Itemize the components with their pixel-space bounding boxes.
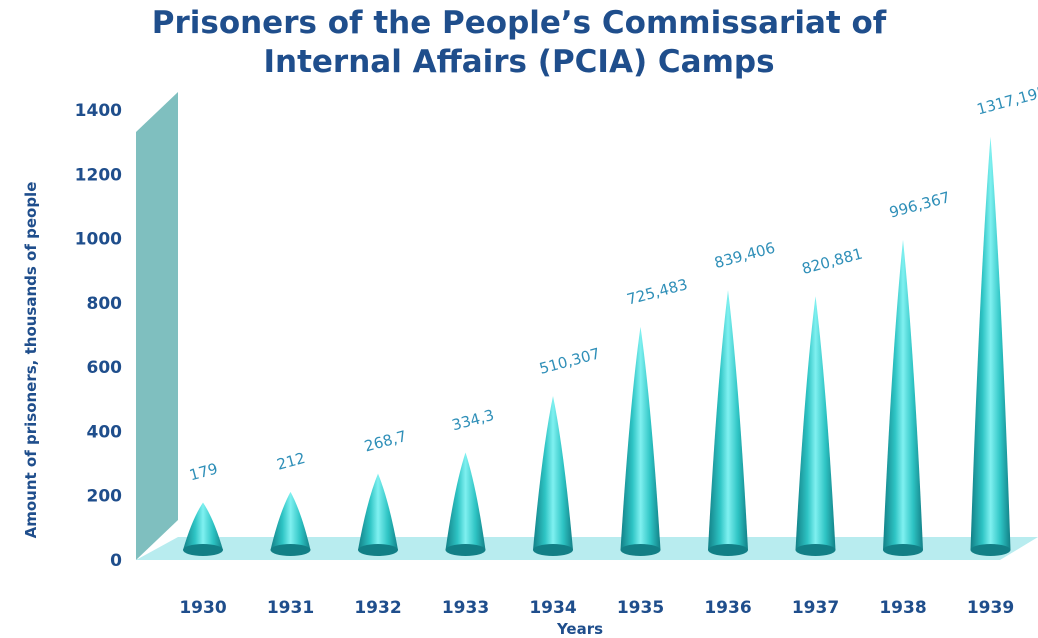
y-tick-label: 1200 (75, 165, 122, 185)
bar-cone (270, 491, 311, 550)
bar-cone (708, 290, 748, 550)
data-label: 839,406 (712, 239, 777, 272)
bar-cone (795, 296, 836, 550)
bar-cone-base (620, 544, 661, 556)
x-tick-label: 1934 (529, 598, 576, 618)
y-tick-label: 200 (87, 487, 123, 507)
y-tick-label: 0 (110, 551, 122, 571)
data-label: 725,483 (625, 275, 690, 308)
y-axis-label: Amount of prisoners, thousands of people (22, 182, 40, 539)
x-tick-label: 1930 (179, 598, 226, 618)
bar-cone-base (270, 544, 311, 556)
y-tick-label: 1400 (75, 101, 122, 121)
data-label: 996,367 (887, 188, 952, 221)
bar-cone (883, 239, 923, 550)
bar-cone-base (183, 544, 223, 556)
x-tick-label: 1932 (354, 598, 401, 618)
chart-title-line-1: Prisoners of the People’s Commissariat o… (151, 5, 887, 41)
x-tick-label: 1936 (704, 598, 751, 618)
bar-cone-base (445, 544, 486, 556)
data-label: 268,7 (362, 427, 408, 456)
y-tick-label: 400 (87, 422, 123, 442)
bar-cone-base (795, 544, 836, 556)
back-wall (136, 92, 178, 560)
x-tick-label: 1937 (792, 598, 839, 618)
x-tick-label: 1935 (617, 598, 664, 618)
chart-title: Prisoners of the People’s Commissariat o… (0, 4, 1038, 82)
data-label: 212 (275, 449, 307, 474)
bar-cone (620, 326, 661, 550)
bar-cone (445, 452, 486, 550)
bar-cone-base (883, 544, 923, 556)
x-tick-label: 1933 (442, 598, 489, 618)
y-tick-label: 800 (87, 294, 123, 314)
bar-cone-base (970, 544, 1011, 556)
bar-cone (970, 136, 1011, 550)
x-tick-label: 1938 (879, 598, 926, 618)
bar-cone-base (533, 544, 573, 556)
bar-cone (358, 473, 398, 550)
bar-cone (183, 502, 223, 550)
y-tick-label: 600 (87, 358, 123, 378)
data-label: 1317,195 (975, 83, 1038, 119)
data-label: 179 (187, 460, 219, 485)
x-tick-label: 1939 (967, 598, 1014, 618)
bar-cone-base (358, 544, 398, 556)
y-tick-label: 1000 (75, 230, 122, 250)
chart-title-line-2: Internal Affairs (PCIA) Camps (263, 44, 775, 80)
data-label: 334,3 (450, 406, 496, 435)
x-axis-label: Years (556, 620, 603, 638)
data-label: 510,307 (537, 344, 602, 377)
x-tick-label: 1931 (267, 598, 314, 618)
bar-cone-base (708, 544, 748, 556)
bar-cone (533, 395, 573, 550)
data-label: 820,881 (800, 245, 865, 278)
